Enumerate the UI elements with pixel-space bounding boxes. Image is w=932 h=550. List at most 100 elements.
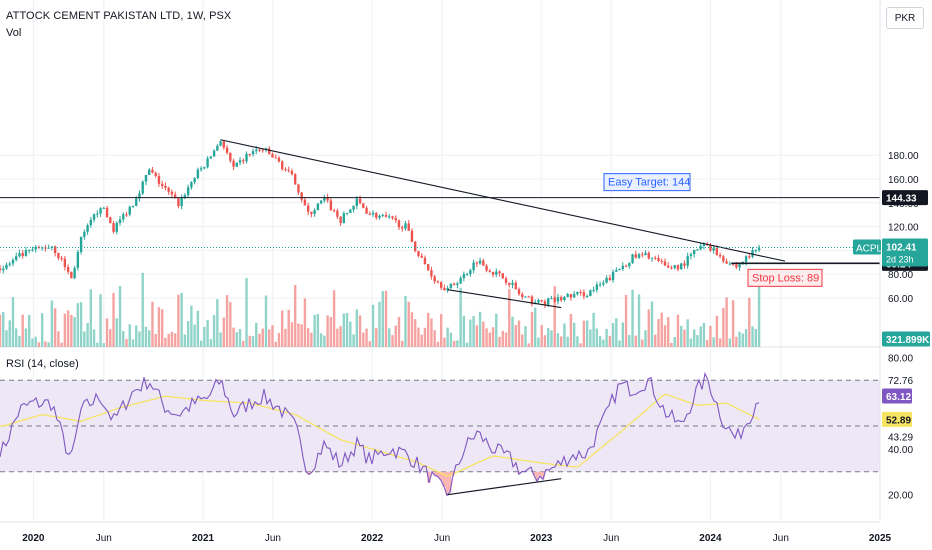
volume-bar <box>112 292 115 347</box>
candle-body <box>297 184 300 193</box>
candle-body <box>24 250 28 256</box>
volume-bar <box>154 333 157 347</box>
volume-bar <box>465 342 469 347</box>
candle-body <box>475 262 479 264</box>
volume-bar <box>316 314 320 347</box>
volume-bar <box>527 343 530 347</box>
candle-body <box>144 174 148 182</box>
price-tick-label: 60.00 <box>888 294 913 305</box>
candle-body <box>8 263 11 265</box>
candle-body <box>582 292 586 297</box>
volume-bar <box>193 324 196 347</box>
rsi-level-value: 43.29 <box>888 432 913 443</box>
candle-body <box>37 246 41 248</box>
volume-bar <box>602 339 605 347</box>
volume-bar <box>229 302 232 347</box>
candle-body <box>404 223 407 229</box>
candle-body <box>667 265 670 268</box>
candle-body <box>83 231 86 237</box>
volume-bar <box>332 290 336 347</box>
candle-body <box>329 200 333 211</box>
candle-body <box>595 284 599 290</box>
trendline <box>447 289 562 309</box>
volume-bar <box>44 341 47 347</box>
candle-body <box>504 278 508 283</box>
candle-body <box>449 283 453 289</box>
candle-body <box>443 287 446 291</box>
volume-bar <box>109 329 112 347</box>
volume-bar <box>63 313 67 347</box>
candle-body <box>128 206 131 215</box>
volume-bar <box>83 331 86 347</box>
candle-body <box>631 254 634 264</box>
candle-body <box>553 298 556 302</box>
candle-body <box>611 271 615 281</box>
candle-body <box>186 187 190 196</box>
candle-body <box>167 187 170 192</box>
rsi-ma-value-label-bg <box>882 411 912 427</box>
candle-body <box>345 212 349 214</box>
candle-body <box>277 157 281 162</box>
volume-bar <box>76 303 80 347</box>
candle-body <box>576 291 579 295</box>
candle-body <box>735 264 738 268</box>
candle-body <box>436 281 440 283</box>
candle-body <box>242 160 245 162</box>
candle-body <box>115 222 118 232</box>
candle-body <box>15 256 18 260</box>
rsi-ma-line <box>0 393 760 477</box>
volume-bar <box>521 334 524 347</box>
candle-body <box>203 167 206 169</box>
price-tick-label: 120.00 <box>888 223 919 234</box>
candle-body <box>99 208 102 214</box>
volume-bar <box>741 333 745 347</box>
candle-body <box>196 169 200 179</box>
volume-bar <box>173 333 177 347</box>
candle-body <box>319 200 323 204</box>
volume-bar <box>368 341 371 347</box>
volume-bar <box>491 327 495 347</box>
candle-body <box>355 198 359 206</box>
volume-bar <box>160 309 164 347</box>
volume-bar <box>680 325 683 347</box>
volume-bar <box>637 294 641 347</box>
candle-body <box>0 268 2 271</box>
candle-body <box>342 213 346 223</box>
candle-body <box>559 297 563 301</box>
volume-bar <box>469 319 472 347</box>
candle-body <box>180 197 183 207</box>
volume-bar <box>245 277 248 347</box>
last-price-value: 102.41 <box>886 243 917 254</box>
volume-bar <box>125 338 128 347</box>
volume-bar <box>209 339 213 347</box>
volume-bar <box>563 323 566 347</box>
volume-bar <box>96 342 99 347</box>
volume-bar <box>566 336 569 347</box>
volume-bar <box>190 305 193 347</box>
target-callout: Easy Target: 144 <box>608 177 690 189</box>
candle-body <box>102 207 106 209</box>
candle-body <box>683 263 686 266</box>
candle-body <box>650 257 654 259</box>
volume-bar <box>595 328 599 347</box>
volume-bar <box>644 330 647 347</box>
volume-bar <box>232 327 235 347</box>
volume-bar <box>498 336 501 347</box>
volume-bar <box>514 324 517 347</box>
candle-body <box>358 198 362 204</box>
volume-bar <box>414 319 417 347</box>
candle-body <box>248 153 251 155</box>
volume-bar <box>423 327 427 347</box>
candle-body <box>624 265 628 267</box>
volume-bar <box>0 314 2 347</box>
volume-bar <box>443 337 446 347</box>
volume-bar <box>34 336 37 347</box>
volume-bar <box>306 328 310 347</box>
volume-bar <box>407 301 410 347</box>
volume-bar <box>31 338 34 347</box>
candle-body <box>618 268 621 271</box>
candle-body <box>718 254 722 257</box>
candle-body <box>498 271 501 274</box>
currency-button[interactable]: PKR <box>886 7 924 29</box>
